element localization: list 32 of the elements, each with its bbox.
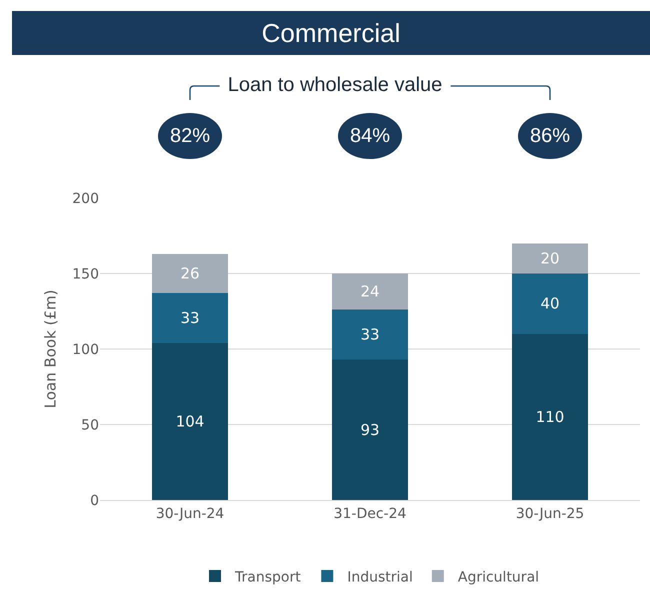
data-label: 24 [360, 282, 380, 301]
bar [332, 274, 408, 310]
legend-label: Agricultural [458, 569, 540, 586]
bar [332, 360, 408, 500]
y-tick-label: 100 [72, 342, 99, 358]
y-tick-label: 0 [90, 492, 99, 509]
chart-title: Commercial [12, 11, 650, 55]
data-label: 93 [360, 420, 380, 439]
data-label: 40 [540, 294, 560, 313]
x-tick-label: 30-Jun-24 [156, 506, 224, 522]
data-label: 20 [540, 249, 560, 268]
bar [332, 310, 408, 360]
y-tick-label: 200 [72, 190, 99, 207]
bar [512, 334, 588, 500]
legend-label: Industrial [347, 569, 413, 586]
data-label: 104 [176, 412, 204, 430]
bar [152, 254, 228, 294]
text: Loan to wholesale value [220, 74, 450, 97]
data-label: 33 [180, 309, 200, 328]
data-label: 26 [180, 264, 200, 282]
bar [152, 293, 228, 343]
y-axis-title: Loan Book (£m) [42, 290, 60, 408]
x-tick-label: 31-Dec-24 [334, 506, 406, 522]
bar [512, 274, 588, 334]
x-tick-label: 30-Jun-25 [516, 506, 584, 522]
y-tick-label: 150 [72, 266, 99, 282]
y-tick-label: 50 [81, 417, 99, 434]
bar [152, 342, 228, 500]
data-label: 110 [536, 408, 564, 426]
legend-label: Transport [234, 569, 302, 586]
data-label: 33 [360, 326, 380, 344]
bar [512, 243, 588, 274]
